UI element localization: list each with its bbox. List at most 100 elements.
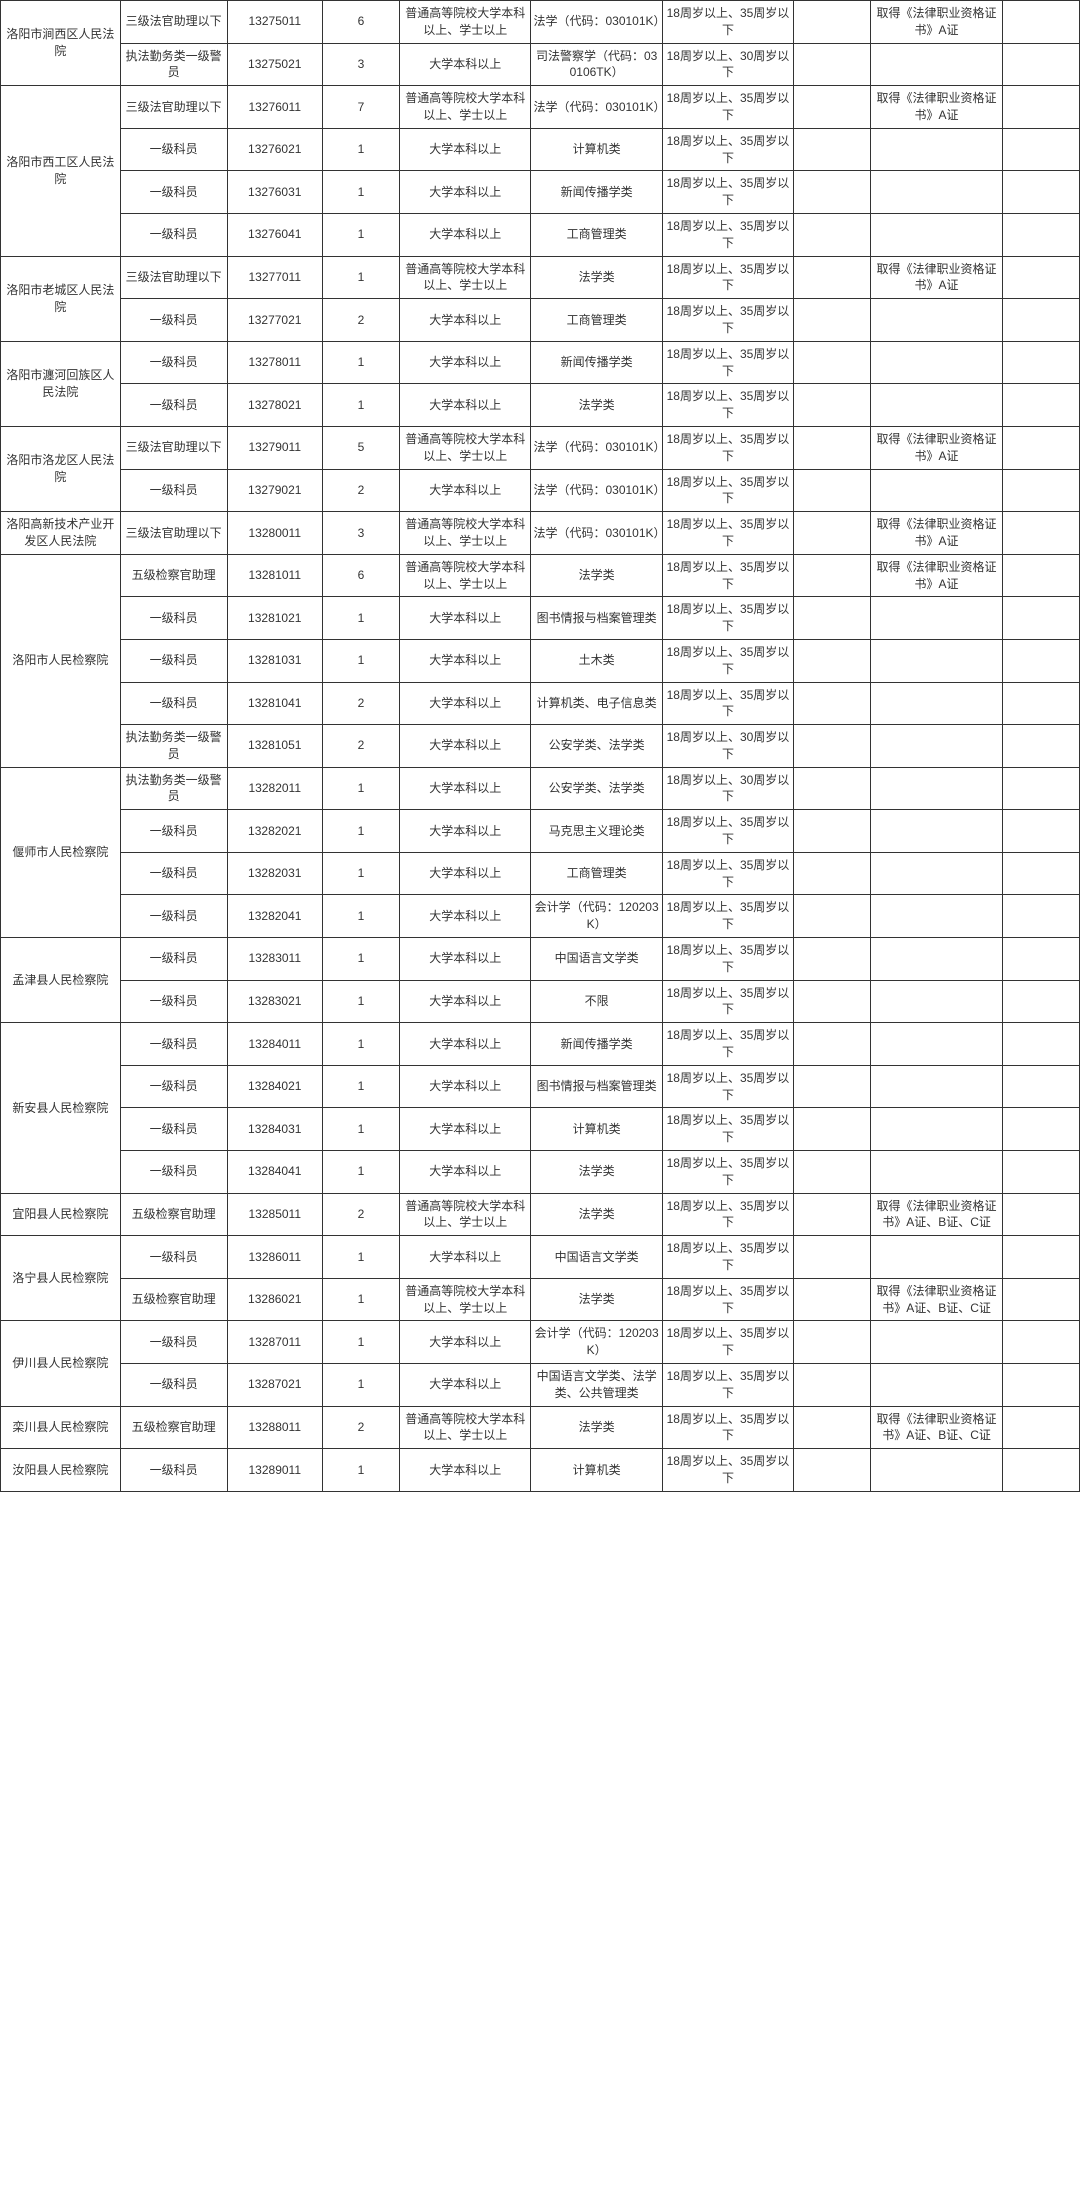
cell: 13276041 (227, 213, 322, 256)
cell: 一级科员 (120, 938, 227, 981)
cell: 2 (322, 1406, 399, 1449)
cell (1002, 512, 1079, 555)
cell (794, 512, 871, 555)
cell: 新闻传播学类 (531, 1023, 662, 1066)
cell (794, 895, 871, 938)
cell: 1 (322, 767, 399, 810)
unit-cell: 洛宁县人民检察院 (1, 1236, 121, 1321)
cell: 取得《法律职业资格证书》A证、B证、C证 (871, 1193, 1002, 1236)
cell (871, 469, 1002, 512)
cell (871, 299, 1002, 342)
unit-cell: 偃师市人民检察院 (1, 767, 121, 937)
cell: 大学本科以上 (400, 1236, 531, 1279)
table-row: 洛阳市瀍河回族区人民法院一级科员132780111大学本科以上新闻传播学类18周… (1, 341, 1080, 384)
cell: 13279011 (227, 426, 322, 469)
table-row: 一级科员132840211大学本科以上图书情报与档案管理类18周岁以上、35周岁… (1, 1065, 1080, 1108)
cell: 中国语言文学类 (531, 938, 662, 981)
table-row: 一级科员132790212大学本科以上法学（代码：030101K）18周岁以上、… (1, 469, 1080, 512)
cell (1002, 1406, 1079, 1449)
cell: 普通高等院校大学本科以上、学士以上 (400, 512, 531, 555)
unit-cell: 宜阳县人民检察院 (1, 1193, 121, 1236)
cell: 2 (322, 682, 399, 725)
cell: 普通高等院校大学本科以上、学士以上 (400, 1193, 531, 1236)
unit-cell: 洛阳市洛龙区人民法院 (1, 426, 121, 511)
cell (871, 1364, 1002, 1407)
cell (1002, 725, 1079, 768)
cell: 18周岁以上、35周岁以下 (662, 980, 793, 1023)
cell: 法学类 (531, 256, 662, 299)
cell: 一级科员 (120, 895, 227, 938)
cell (794, 1236, 871, 1279)
cell: 一级科员 (120, 980, 227, 1023)
cell (871, 341, 1002, 384)
cell: 一级科员 (120, 1236, 227, 1279)
cell: 图书情报与档案管理类 (531, 1065, 662, 1108)
cell: 5 (322, 426, 399, 469)
cell (794, 426, 871, 469)
cell: 一级科员 (120, 1151, 227, 1194)
cell (1002, 852, 1079, 895)
cell: 大学本科以上 (400, 980, 531, 1023)
cell: 18周岁以上、35周岁以下 (662, 1321, 793, 1364)
cell: 1 (322, 1151, 399, 1194)
cell (871, 597, 1002, 640)
cell: 13282011 (227, 767, 322, 810)
cell: 公安学类、法学类 (531, 767, 662, 810)
cell: 18周岁以上、35周岁以下 (662, 597, 793, 640)
cell (1002, 597, 1079, 640)
cell (1002, 980, 1079, 1023)
cell: 法学类 (531, 554, 662, 597)
cell: 一级科员 (120, 1065, 227, 1108)
cell (871, 171, 1002, 214)
cell: 大学本科以上 (400, 1065, 531, 1108)
cell: 会计学（代码：120203K） (531, 1321, 662, 1364)
table-row: 执法勤务类一级警员132750213大学本科以上司法警察学（代码：030106T… (1, 43, 1080, 86)
cell: 1 (322, 1364, 399, 1407)
cell: 18周岁以上、35周岁以下 (662, 86, 793, 129)
cell (794, 938, 871, 981)
cell (871, 1023, 1002, 1066)
cell (794, 639, 871, 682)
cell: 18周岁以上、30周岁以下 (662, 767, 793, 810)
cell: 工商管理类 (531, 852, 662, 895)
cell (794, 43, 871, 86)
cell (871, 1236, 1002, 1279)
cell: 18周岁以上、35周岁以下 (662, 213, 793, 256)
cell: 18周岁以上、35周岁以下 (662, 554, 793, 597)
cell: 2 (322, 469, 399, 512)
cell: 13276031 (227, 171, 322, 214)
table-row: 一级科员132760411大学本科以上工商管理类18周岁以上、35周岁以下 (1, 213, 1080, 256)
cell (1002, 1108, 1079, 1151)
cell: 3 (322, 512, 399, 555)
cell: 大学本科以上 (400, 1449, 531, 1492)
cell: 1 (322, 128, 399, 171)
cell: 13287011 (227, 1321, 322, 1364)
cell (1002, 213, 1079, 256)
cell: 法学（代码：030101K） (531, 426, 662, 469)
table-row: 宜阳县人民检察院五级检察官助理132850112普通高等院校大学本科以上、学士以… (1, 1193, 1080, 1236)
unit-cell: 伊川县人民检察院 (1, 1321, 121, 1406)
cell: 一级科员 (120, 852, 227, 895)
cell: 18周岁以上、35周岁以下 (662, 299, 793, 342)
cell (1002, 86, 1079, 129)
cell (794, 1321, 871, 1364)
cell: 普通高等院校大学本科以上、学士以上 (400, 1406, 531, 1449)
cell (794, 128, 871, 171)
cell (871, 43, 1002, 86)
cell: 1 (322, 384, 399, 427)
table-row: 新安县人民检察院一级科员132840111大学本科以上新闻传播学类18周岁以上、… (1, 1023, 1080, 1066)
table-row: 伊川县人民检察院一级科员132870111大学本科以上会计学（代码：120203… (1, 1321, 1080, 1364)
cell: 18周岁以上、35周岁以下 (662, 1236, 793, 1279)
cell: 13285011 (227, 1193, 322, 1236)
unit-cell: 洛阳市瀍河回族区人民法院 (1, 341, 121, 426)
cell: 13284011 (227, 1023, 322, 1066)
cell (794, 1151, 871, 1194)
cell: 一级科员 (120, 597, 227, 640)
cell: 1 (322, 597, 399, 640)
cell (794, 86, 871, 129)
cell: 法学（代码：030101K） (531, 512, 662, 555)
cell: 法学类 (531, 1151, 662, 1194)
cell: 1 (322, 895, 399, 938)
unit-cell: 洛阳市人民检察院 (1, 554, 121, 767)
cell (1002, 639, 1079, 682)
